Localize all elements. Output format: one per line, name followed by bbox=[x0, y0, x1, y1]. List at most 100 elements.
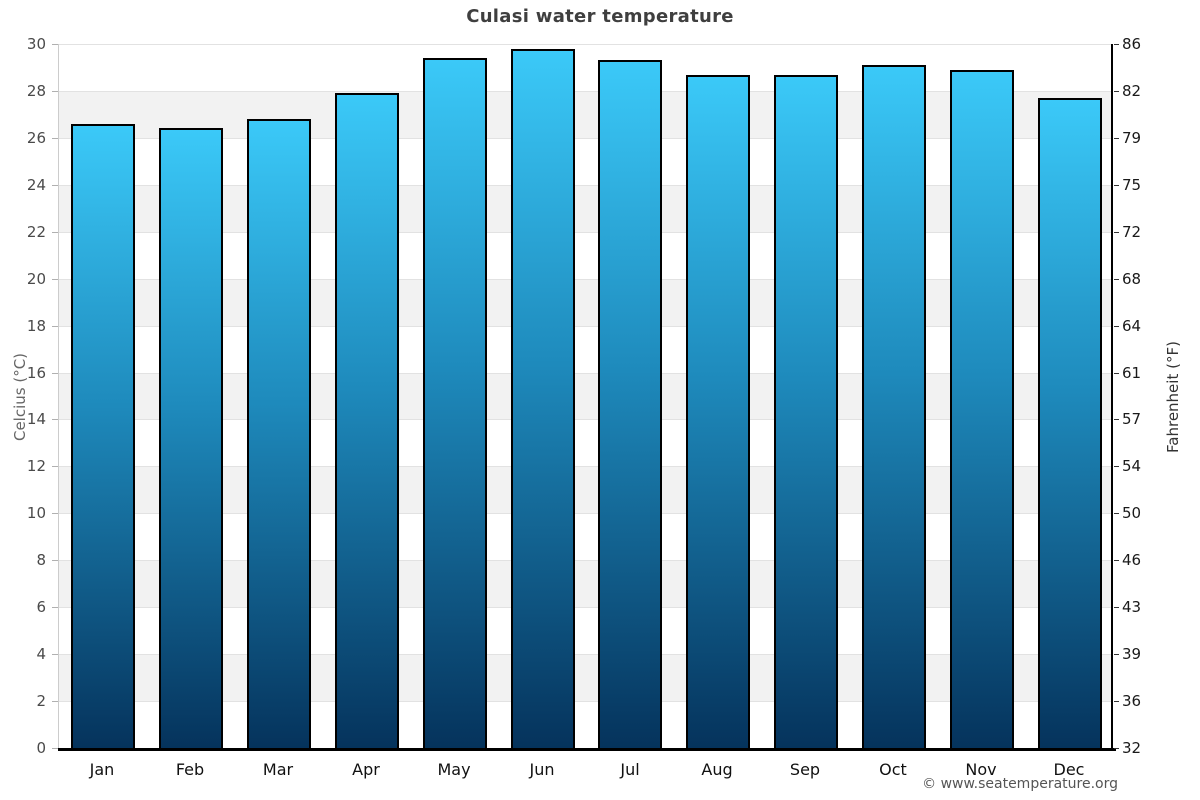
y-gridline bbox=[59, 326, 1111, 327]
bar-jan bbox=[71, 124, 135, 748]
celsius-tick-label: 30 bbox=[26, 35, 46, 53]
bar-sep bbox=[774, 75, 838, 748]
fahrenheit-tick-label: 50 bbox=[1122, 504, 1142, 523]
month-tick-label: Jun bbox=[529, 760, 555, 779]
celsius-tick-mark bbox=[52, 607, 58, 608]
fahrenheit-tick-label: 36 bbox=[1122, 692, 1142, 711]
fahrenheit-tick-label: 39 bbox=[1122, 645, 1142, 664]
fahrenheit-tick-label: 82 bbox=[1122, 81, 1142, 100]
y-gridline bbox=[59, 513, 1111, 514]
month-tick-label: Dec bbox=[1053, 760, 1085, 779]
background-band bbox=[59, 560, 1111, 608]
fahrenheit-tick-label: 61 bbox=[1122, 363, 1142, 382]
y-gridline bbox=[59, 607, 1111, 608]
background-band bbox=[59, 513, 1111, 561]
month-tick-label: Aug bbox=[701, 760, 733, 779]
chart-title: Culasi water temperature bbox=[466, 6, 734, 27]
background-band bbox=[59, 137, 1111, 185]
fahrenheit-tick-label: 75 bbox=[1122, 175, 1142, 194]
fahrenheit-tick-mark bbox=[1114, 419, 1119, 420]
fahrenheit-tick-mark bbox=[1114, 44, 1119, 45]
y-gridline bbox=[59, 91, 1111, 92]
y-gridline bbox=[59, 232, 1111, 233]
background-band bbox=[59, 372, 1111, 420]
background-band bbox=[59, 607, 1111, 655]
celsius-tick-label: 4 bbox=[36, 645, 46, 664]
fahrenheit-tick-mark bbox=[1114, 654, 1119, 655]
fahrenheit-tick-label: 79 bbox=[1122, 128, 1142, 147]
copyright-footer: © www.seatemperature.org bbox=[922, 776, 1118, 792]
celsius-tick-mark bbox=[52, 232, 58, 233]
celsius-tick-label: 2 bbox=[36, 692, 46, 711]
y-gridline bbox=[59, 654, 1111, 655]
fahrenheit-tick-mark bbox=[1114, 279, 1119, 280]
fahrenheit-tick-mark bbox=[1114, 513, 1119, 514]
fahrenheit-tick-mark bbox=[1114, 91, 1119, 92]
celsius-tick-label: 26 bbox=[26, 128, 46, 147]
fahrenheit-tick-label: 46 bbox=[1122, 551, 1142, 570]
celsius-tick-label: 24 bbox=[26, 175, 46, 194]
celsius-tick-mark bbox=[52, 326, 58, 327]
y-gridline bbox=[59, 466, 1111, 467]
fahrenheit-tick-mark bbox=[1114, 701, 1119, 702]
bar-jun bbox=[511, 49, 575, 748]
bar-oct bbox=[862, 65, 926, 748]
bar-dec bbox=[1038, 98, 1102, 748]
y-gridline bbox=[59, 279, 1111, 280]
celsius-tick-mark bbox=[52, 466, 58, 467]
fahrenheit-tick-label: 32 bbox=[1122, 739, 1142, 757]
celsius-tick-mark bbox=[52, 185, 58, 186]
fahrenheit-tick-label: 43 bbox=[1122, 598, 1142, 617]
celsius-tick-label: 14 bbox=[26, 410, 46, 429]
celsius-tick-mark bbox=[52, 44, 58, 45]
fahrenheit-tick-label: 86 bbox=[1122, 35, 1142, 53]
celsius-tick-label: 10 bbox=[26, 504, 46, 523]
bar-nov bbox=[950, 70, 1014, 748]
celsius-tick-mark bbox=[52, 701, 58, 702]
fahrenheit-tick-mark bbox=[1114, 466, 1119, 467]
celsius-tick-label: 16 bbox=[26, 363, 46, 382]
month-tick-label: Oct bbox=[879, 760, 907, 779]
celsius-tick-label: 6 bbox=[36, 598, 46, 617]
month-tick-label: Jul bbox=[620, 760, 640, 779]
fahrenheit-tick-mark bbox=[1114, 748, 1119, 749]
bar-may bbox=[423, 58, 487, 748]
celsius-tick-label: 20 bbox=[26, 269, 46, 288]
month-tick-label: Mar bbox=[262, 760, 294, 779]
celsius-tick-label: 18 bbox=[26, 316, 46, 335]
month-tick-label: Jan bbox=[89, 760, 115, 779]
background-band bbox=[59, 44, 1111, 91]
fahrenheit-tick-label: 72 bbox=[1122, 222, 1142, 241]
fahrenheit-tick-mark bbox=[1114, 185, 1119, 186]
celsius-tick-mark bbox=[52, 279, 58, 280]
y-gridline bbox=[59, 44, 1111, 45]
month-tick-label: Nov bbox=[965, 760, 997, 779]
celsius-tick-label: 8 bbox=[36, 551, 46, 570]
background-band bbox=[59, 701, 1111, 748]
background-band bbox=[59, 654, 1111, 702]
background-band bbox=[59, 231, 1111, 279]
fahrenheit-tick-mark bbox=[1114, 607, 1119, 608]
background-band bbox=[59, 466, 1111, 514]
month-tick-label: Sep bbox=[789, 760, 821, 779]
bar-jul bbox=[598, 60, 662, 748]
bar-mar bbox=[247, 119, 311, 748]
celsius-tick-mark bbox=[52, 654, 58, 655]
fahrenheit-tick-label: 54 bbox=[1122, 457, 1142, 476]
bar-apr bbox=[335, 93, 399, 748]
background-band bbox=[59, 90, 1111, 138]
y-axis-label-fahrenheit: Fahrenheit (°F) bbox=[1164, 341, 1182, 453]
x-axis-line bbox=[58, 748, 1116, 751]
background-band bbox=[59, 278, 1111, 326]
celsius-tick-mark bbox=[52, 138, 58, 139]
y-gridline bbox=[59, 373, 1111, 374]
fahrenheit-tick-mark bbox=[1114, 232, 1119, 233]
celsius-tick-label: 22 bbox=[26, 222, 46, 241]
celsius-tick-mark bbox=[52, 560, 58, 561]
y-gridline bbox=[59, 138, 1111, 139]
fahrenheit-tick-label: 57 bbox=[1122, 410, 1142, 429]
background-band bbox=[59, 184, 1111, 232]
month-tick-label: May bbox=[437, 760, 471, 779]
fahrenheit-tick-mark bbox=[1114, 560, 1119, 561]
celsius-tick-mark bbox=[52, 748, 58, 749]
